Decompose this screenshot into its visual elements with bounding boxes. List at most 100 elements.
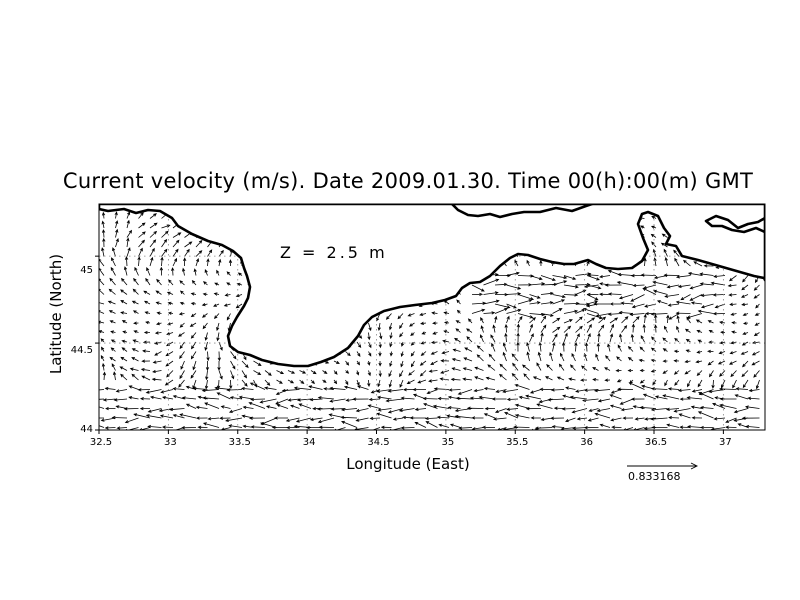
current-vector-arrow [691,416,703,420]
current-vector-arrow [253,360,262,366]
x-tick-label: 35.5 [506,437,528,448]
current-vector-arrow [549,351,553,362]
current-vector-arrow [494,315,498,324]
current-vector-arrow [264,386,277,390]
current-vector-arrow [545,376,553,381]
current-vector-arrow [514,414,530,419]
current-vector-arrow [693,261,703,267]
current-vector-arrow [276,370,285,374]
current-vector-arrow [755,303,760,309]
current-vector-arrow [123,407,139,411]
current-vector-arrow [719,320,726,325]
current-vector-arrow [710,281,726,286]
current-vector-arrow [241,379,248,387]
current-vector-arrow [685,338,691,343]
current-vector-arrow [642,323,646,333]
current-vector-arrow [195,405,208,410]
current-vector-arrow [652,379,657,386]
current-vector-arrow [628,382,645,390]
current-vector-arrow [190,351,197,360]
current-vector-arrow [308,385,323,390]
current-vector-arrow [598,316,607,324]
current-vector-arrow [333,379,338,385]
current-vector-arrow [560,352,565,362]
current-vector-arrow [686,396,703,400]
current-vector-arrow [143,330,150,335]
current-vector-arrow [644,311,657,316]
current-vector-arrow [179,341,185,350]
current-vector-arrow [708,329,714,334]
current-vector-arrow [368,397,381,402]
current-vector-arrow [696,329,703,333]
current-vector-arrow [318,425,335,429]
current-vector-arrow [432,331,438,335]
current-vector-arrow [124,417,139,424]
current-vector-arrow [431,311,438,315]
current-vector-arrow [550,388,565,392]
current-vector-arrow [652,248,657,257]
current-vector-arrow [167,311,174,315]
current-vector-arrow [229,379,233,390]
current-vector-arrow [618,294,634,300]
current-vector-arrow [139,397,151,401]
current-vector-arrow [593,302,611,306]
current-vector-arrow [617,272,634,277]
current-vector-arrow [273,416,288,420]
current-vector-arrow [502,389,519,394]
current-vector-arrow [725,417,737,423]
current-vector-arrow [499,363,507,371]
current-vector-arrow [540,332,544,343]
current-vector-arrow [206,258,210,267]
current-vector-arrow [183,257,187,267]
current-vector-arrow [104,426,116,430]
current-vector-arrow [586,292,599,297]
current-vector-arrow [651,425,668,430]
current-vector-arrow [438,423,450,428]
x-tick-label: 33.5 [229,437,251,448]
current-vector-arrow [753,294,760,299]
plot-frame [98,203,766,431]
current-vector-arrow [673,349,680,353]
current-vector-arrow [367,404,381,409]
current-vector-arrow [551,425,565,429]
current-vector-arrow [111,257,116,267]
current-vector-arrow [124,256,129,267]
current-vector-arrow [525,407,542,411]
current-vector-arrow [565,417,576,423]
current-vector-arrow [652,280,668,286]
current-vector-arrow [248,416,266,420]
current-vector-arrow [495,389,507,393]
current-vector-arrow [443,311,450,315]
current-vector-arrow [340,407,358,412]
current-vector-arrow [540,313,554,317]
current-vector-arrow [421,331,427,335]
current-vector-arrow [204,332,208,341]
current-vector-arrow [674,337,680,343]
current-vector-arrow [276,404,289,409]
current-vector-arrow [663,273,680,277]
current-vector-arrow [107,300,116,305]
current-vector-arrow [204,341,208,352]
current-vector-arrow [287,379,295,384]
current-vector-arrow [476,345,484,352]
current-vector-arrow [265,405,277,409]
current-vector-arrow [663,248,668,257]
x-tick-label: 33 [164,437,177,448]
current-vector-arrow [652,289,668,295]
current-vector-arrow [454,414,473,419]
current-vector-arrow [630,333,635,343]
current-vector-arrow [190,370,197,379]
current-vector-arrow [138,247,143,257]
current-vector-arrow [430,340,438,345]
current-vector-arrow [562,394,576,400]
current-vector-arrow [592,367,599,371]
current-vector-arrow [471,301,487,305]
current-vector-arrow [241,360,249,369]
current-vector-arrow [161,238,168,248]
current-vector-arrow [121,339,128,343]
current-vector-arrow [99,330,105,334]
current-vector-arrow [131,300,139,305]
current-vector-arrow [502,342,507,352]
current-vector-arrow [104,386,116,391]
current-vector-arrow [741,341,749,346]
